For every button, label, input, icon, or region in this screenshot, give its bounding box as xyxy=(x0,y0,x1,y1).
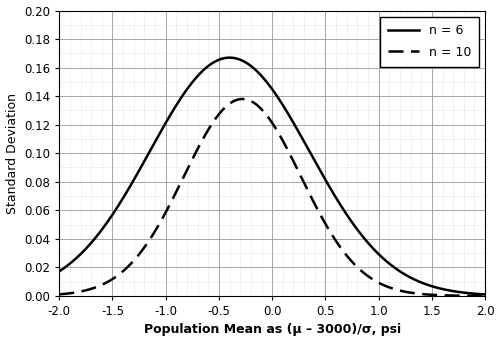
n = 6 xyxy=(264,80,270,84)
n = 6 xyxy=(56,269,62,274)
X-axis label: Population Mean as (μ – 3000)/σ, psi: Population Mean as (μ – 3000)/σ, psi xyxy=(144,324,401,337)
n = 6 xyxy=(392,266,398,270)
n = 10 xyxy=(240,97,246,101)
n = 10 xyxy=(264,113,270,117)
n = 10 xyxy=(392,287,398,291)
n = 6 xyxy=(470,291,476,295)
n = 6 xyxy=(470,291,476,295)
Line: n = 10: n = 10 xyxy=(60,99,485,296)
Y-axis label: Standard Deviation: Standard Deviation xyxy=(6,93,18,214)
n = 6 xyxy=(226,56,232,60)
n = 10 xyxy=(470,294,476,298)
n = 10 xyxy=(470,294,476,298)
n = 10 xyxy=(78,289,84,293)
n = 10 xyxy=(56,292,62,297)
n = 6 xyxy=(482,292,488,297)
n = 6 xyxy=(78,252,84,256)
n = 6 xyxy=(252,68,258,72)
Line: n = 6: n = 6 xyxy=(60,58,485,294)
Legend: n = 6, n = 10: n = 6, n = 10 xyxy=(380,17,479,67)
n = 10 xyxy=(252,102,258,106)
n = 10 xyxy=(482,294,488,298)
